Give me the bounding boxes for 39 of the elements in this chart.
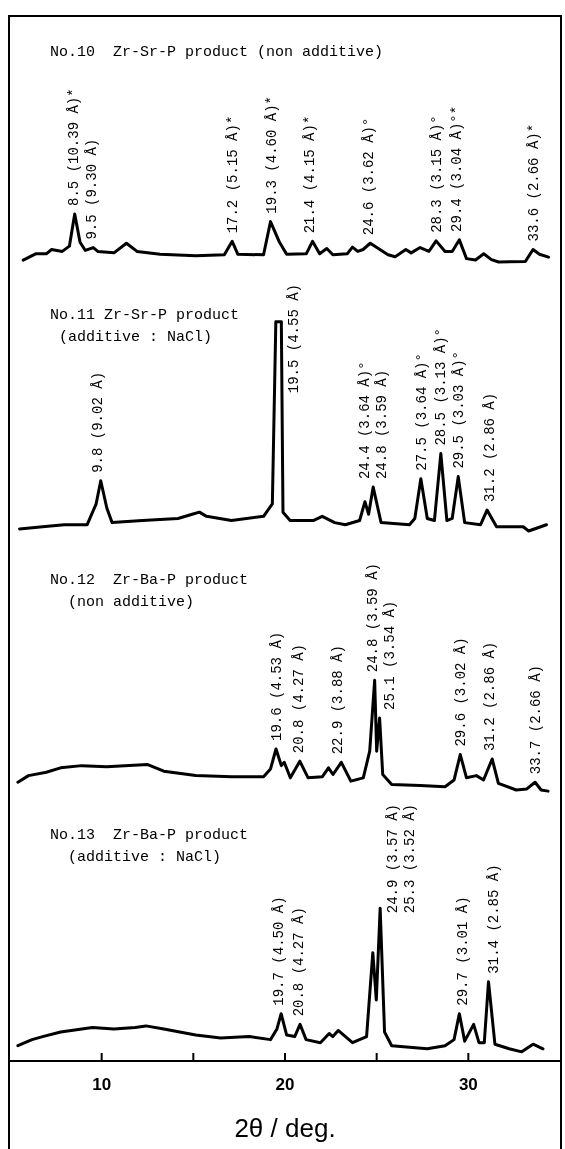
annotation: 24.4 (3.64 Å)°	[357, 361, 374, 480]
x-tick-label: 20	[275, 1074, 295, 1094]
annotation: 31.4 (2.85 Å)	[485, 864, 502, 974]
chart-title: No.12 Zr-Ba-P product (non additive)	[50, 571, 249, 611]
annotation: 25.1 (3.54 Å)	[381, 600, 398, 710]
annotation: 19.5 (4.55 Å)	[285, 284, 302, 394]
annotation: 29.5 (3.03 Å)°	[450, 350, 467, 469]
annotation: 29.4 (3.04 Å)°*	[449, 105, 466, 232]
annotation: 31.2 (2.86 Å)	[482, 392, 499, 503]
annotation: 8.5 (10.39 Å)*	[65, 88, 82, 206]
annotation: 28.5 (3.13 Å)°	[432, 327, 449, 446]
annotation: 19.3 (4.60 Å)*	[263, 96, 280, 214]
annotation: 21.4 (4.15 Å)*	[302, 115, 319, 234]
x-axis-title: 2θ / deg.	[234, 1112, 336, 1143]
annotation: 19.6 (4.53 Å)	[269, 631, 286, 741]
annotation: 25.3 (3.52 Å)	[401, 804, 418, 914]
annotation: 22.9 (3.88 Å)	[329, 645, 346, 755]
chart-title: No.10 Zr-Sr-P product (non additive)	[50, 43, 384, 61]
annotation: 24.8 (3.59 Å)	[374, 369, 391, 480]
annotation: 20.8 (4.27 Å)	[291, 907, 308, 1017]
annotation: 20.8 (4.27 Å)	[291, 643, 308, 754]
annotation: 29.6 (3.02 Å)	[452, 637, 469, 747]
annotation: 9.8 (9.02 Å)	[89, 371, 106, 473]
x-tick-label: 30	[458, 1074, 478, 1094]
annotation: 24.8 (3.59 Å)	[364, 563, 381, 673]
chart-title: No.13 Zr-Ba-P product (additive : NaCl)	[50, 826, 249, 866]
annotation: 17.2 (5.15 Å)*	[225, 115, 242, 234]
annotation: 29.7 (3.01 Å)	[454, 896, 471, 1006]
annotation: 24.6 (3.62 Å)°	[361, 117, 378, 236]
annotation: 28.3 (3.15 Å)°	[428, 115, 445, 233]
chart-title: No.11 Zr-Sr-P product (additive : NaCl)	[50, 306, 240, 346]
annotation: 33.7 (2.66 Å)	[527, 665, 544, 775]
annotation: 19.7 (4.50 Å)	[271, 896, 288, 1006]
annotation: 27.5 (3.64 Å)°	[414, 353, 431, 471]
annotation: 31.2 (2.86 Å)	[482, 641, 499, 751]
annotation: 33.6 (2.66 Å)*	[526, 123, 543, 242]
annotation: 24.9 (3.57 Å)	[384, 804, 401, 914]
annotation: 9.5 (9.30 Å)	[84, 138, 101, 240]
x-tick-label: 10	[92, 1074, 112, 1094]
